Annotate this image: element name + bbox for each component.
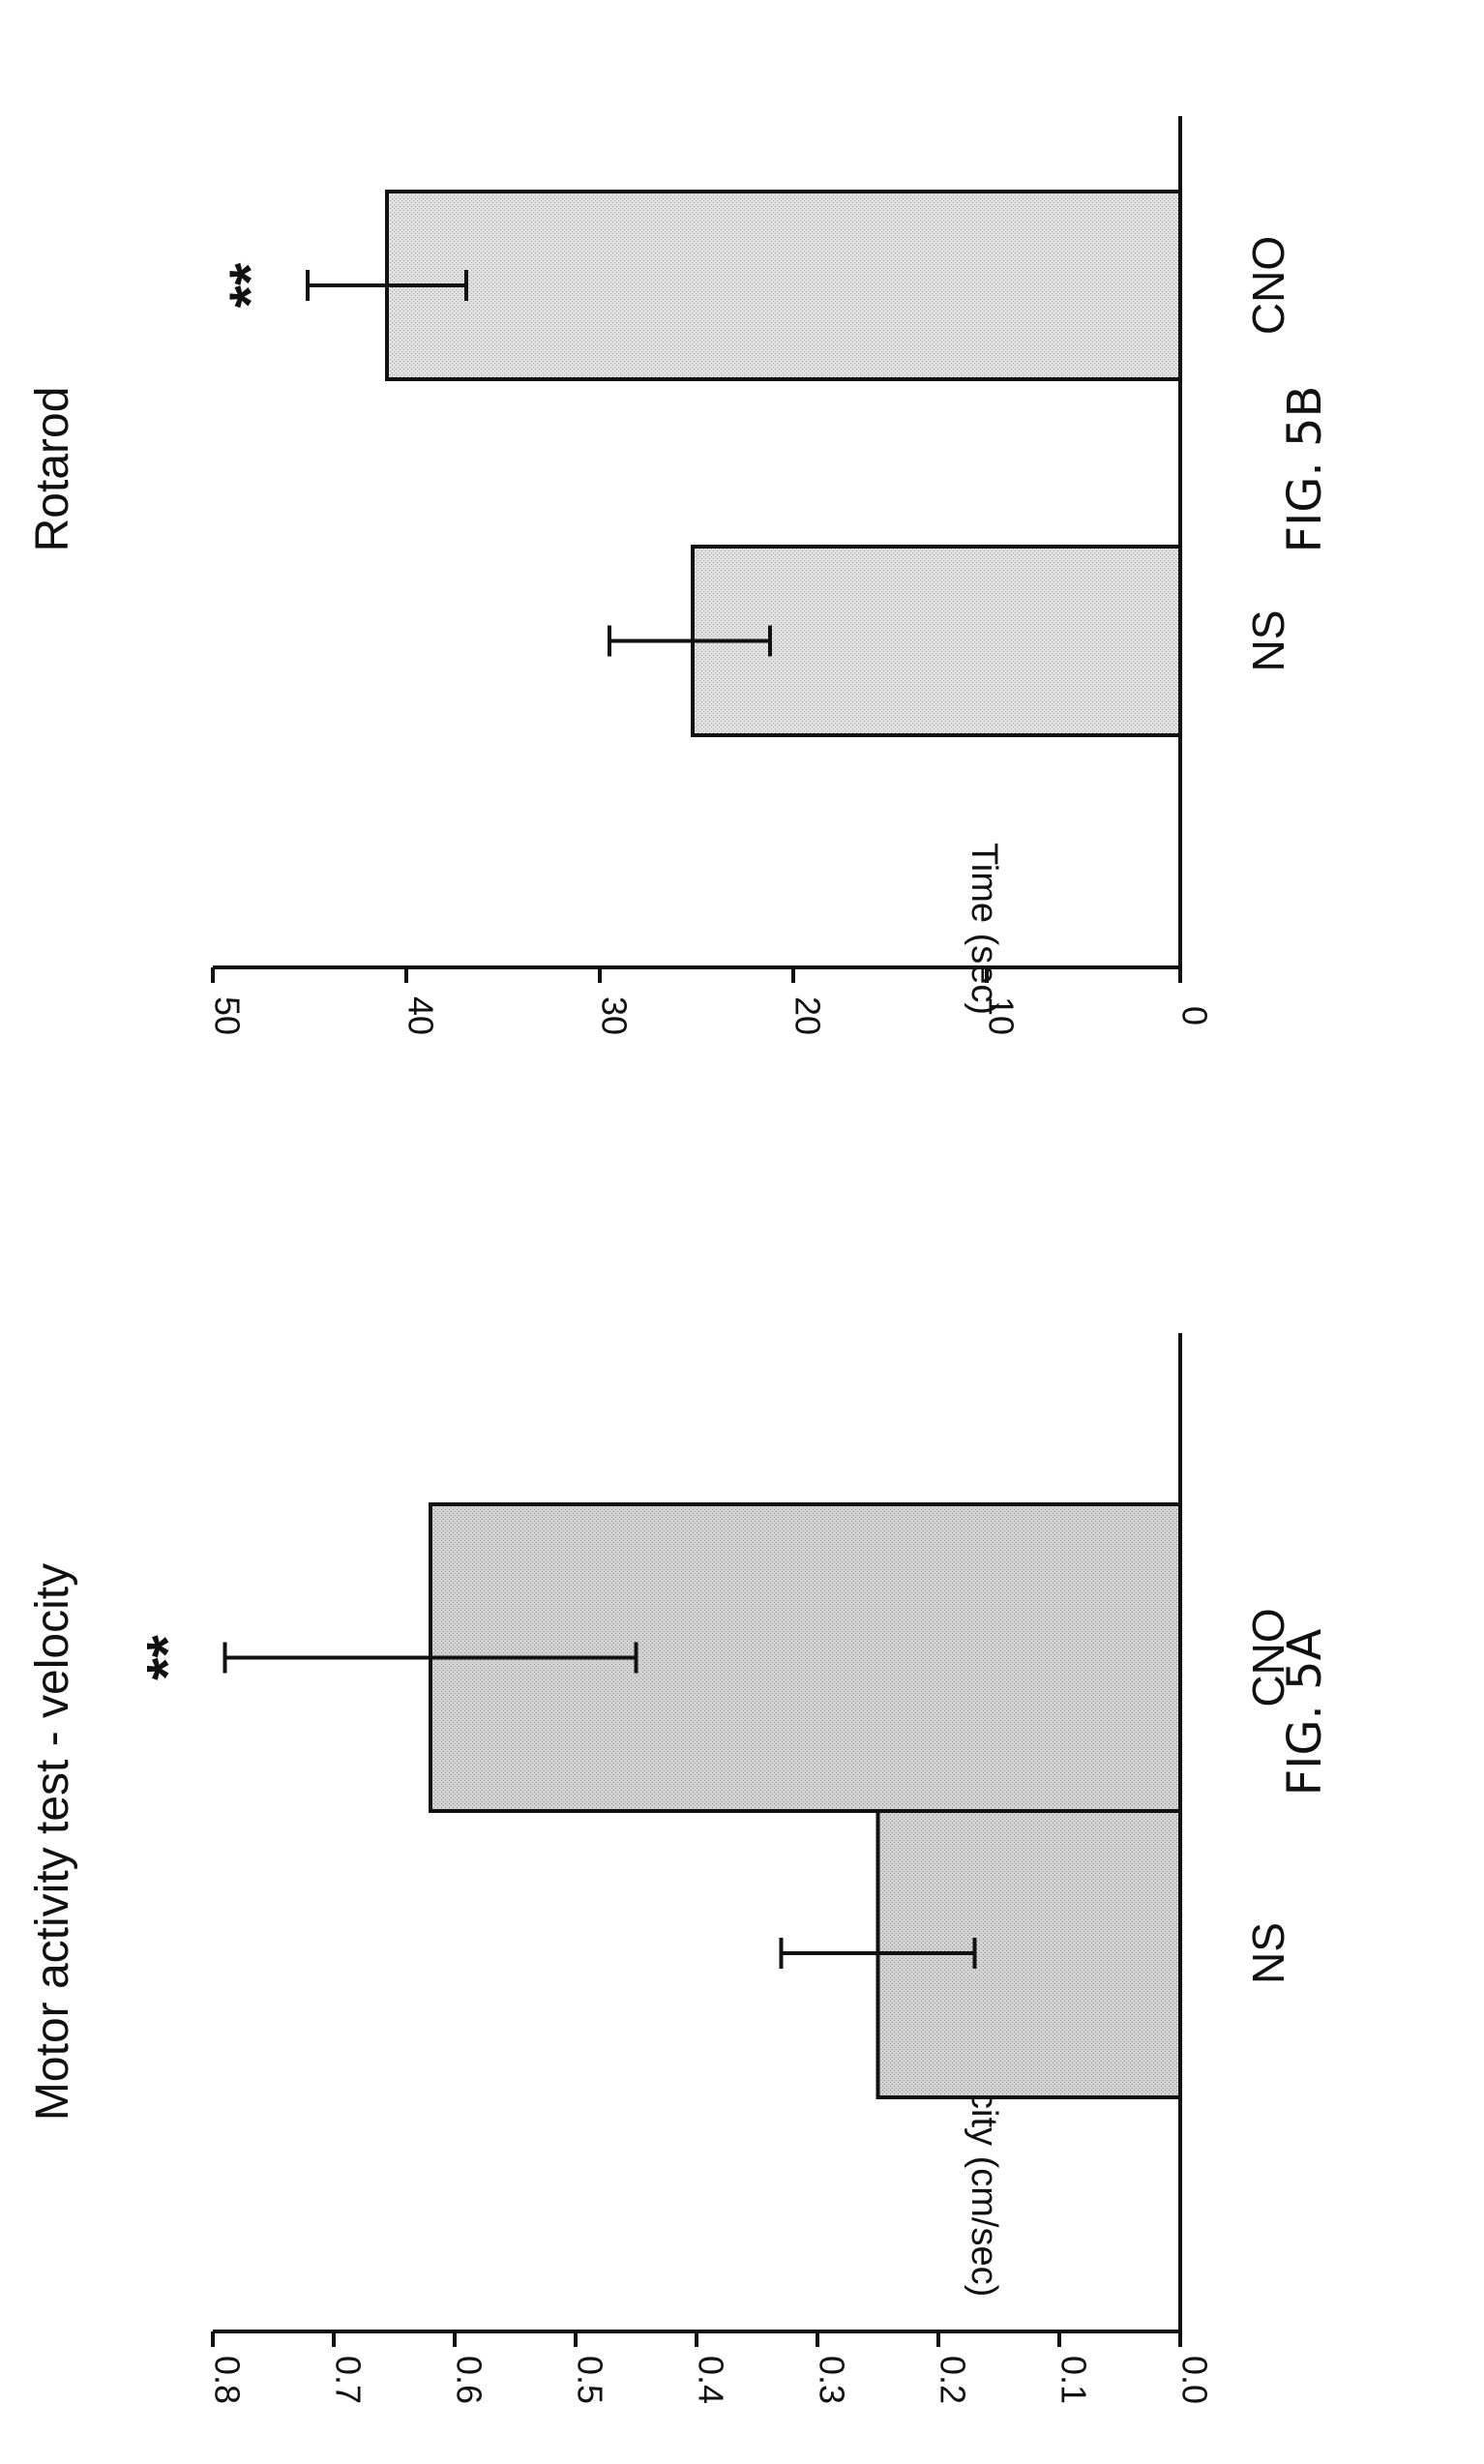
y-tick-label: 0.0 bbox=[1174, 2356, 1214, 2404]
error-bars bbox=[306, 270, 772, 657]
chart-panel-5b: Rotarod Time (sec) FIG. 5B 0 10 20 30 40 50 N… bbox=[27, 116, 1332, 1035]
chart-panel-5a: Motor activity test - velocity Mean velo… bbox=[27, 1333, 1332, 2404]
chart-title: Motor activity test - velocity bbox=[27, 1563, 78, 2121]
category-label: CNO bbox=[1243, 236, 1293, 335]
figure-caption: FIG. 5B bbox=[1278, 386, 1332, 553]
x-axis-categories: NS CNO bbox=[1243, 1608, 1293, 1984]
y-tick-label: 0.2 bbox=[933, 2356, 972, 2404]
category-label: NS bbox=[1243, 1922, 1293, 1984]
y-tick-label: 10 bbox=[981, 996, 1021, 1035]
significance-annotations: ** bbox=[218, 262, 282, 308]
bars bbox=[385, 190, 1182, 737]
y-tick-label: 0.6 bbox=[449, 2356, 489, 2404]
bars bbox=[429, 1502, 1182, 2099]
error-bars bbox=[223, 1642, 977, 1969]
category-label: CNO bbox=[1243, 1608, 1293, 1707]
bar-cno bbox=[385, 190, 1182, 381]
category-label: NS bbox=[1243, 610, 1293, 672]
y-tick-label: 40 bbox=[401, 996, 440, 1035]
x-axis-categories: NS CNO bbox=[1243, 236, 1293, 672]
y-tick-label: 30 bbox=[594, 996, 634, 1035]
y-tick-label: 50 bbox=[207, 996, 247, 1035]
y-tick-label: 20 bbox=[787, 996, 827, 1035]
y-tick-label: 0.3 bbox=[812, 2356, 851, 2404]
significance-stars: ** bbox=[134, 1635, 199, 1680]
y-tick-label: 0.8 bbox=[207, 2356, 247, 2404]
bar-ns bbox=[691, 545, 1182, 737]
y-tick-label: 0.7 bbox=[328, 2356, 368, 2404]
y-tick-label: 0.4 bbox=[691, 2356, 730, 2404]
significance-stars: ** bbox=[218, 262, 282, 308]
y-tick-label: 0.5 bbox=[570, 2356, 609, 2404]
y-axis-label: Time (sec) bbox=[964, 843, 1004, 1015]
chart-title: Rotarod bbox=[27, 387, 78, 552]
y-axis-ticks: 0 10 20 30 40 50 bbox=[207, 967, 1214, 1035]
y-tick-label: 0 bbox=[1174, 1006, 1214, 1025]
figure-caption: FIG. 5A bbox=[1278, 1628, 1332, 1796]
significance-annotations: ** bbox=[134, 1635, 199, 1680]
y-tick-label: 0.1 bbox=[1054, 2356, 1093, 2404]
y-axis-ticks: 0.0 0.1 0.2 0.3 0.4 0.5 0.6 0.7 0.8 bbox=[207, 2331, 1214, 2404]
